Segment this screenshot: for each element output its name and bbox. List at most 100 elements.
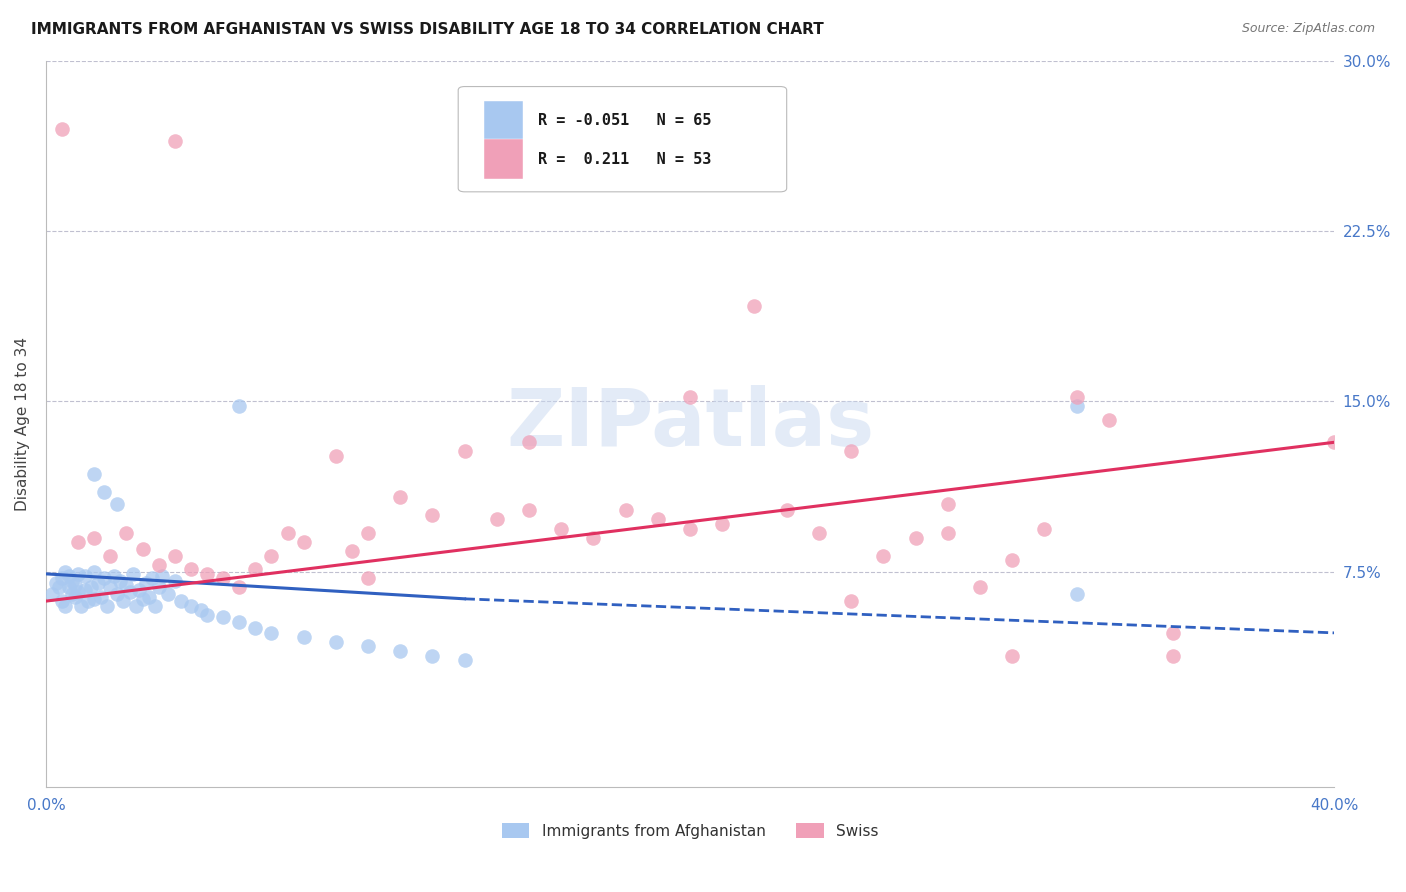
Point (195, 607, 218, 622)
Point (76, 594, 98, 608)
Point (1098, 412, 1121, 426)
Point (453, 444, 475, 458)
Point (744, 172, 766, 186)
Point (647, 512, 669, 526)
Point (148, 558, 170, 572)
Point (105, 587, 128, 601)
Point (58, 569, 80, 583)
Point (453, 653, 475, 667)
Point (112, 594, 135, 608)
Text: IMMIGRANTS FROM AFGHANISTAN VS SWISS DISABILITY AGE 18 TO 34 CORRELATION CHART: IMMIGRANTS FROM AFGHANISTAN VS SWISS DIS… (31, 22, 824, 37)
Point (48, 581, 70, 595)
Point (51, 571, 73, 585)
Point (163, 549, 186, 563)
Point (485, 512, 508, 526)
Point (389, 490, 412, 504)
Point (138, 590, 160, 604)
Point (1001, 648, 1024, 663)
Text: R =  0.211   N = 53: R = 0.211 N = 53 (538, 152, 711, 167)
Point (1066, 587, 1088, 601)
FancyBboxPatch shape (458, 87, 787, 192)
Point (422, 648, 444, 663)
Point (357, 526, 380, 541)
Point (83, 565, 105, 579)
Point (51, 122, 73, 136)
Point (51, 594, 73, 608)
Point (807, 526, 830, 541)
Point (1001, 553, 1024, 567)
Point (679, 521, 702, 535)
Point (70, 599, 93, 613)
Point (744, 299, 766, 313)
Point (245, 621, 267, 635)
Point (180, 562, 202, 576)
Point (100, 549, 122, 563)
Point (228, 581, 250, 595)
Point (100, 581, 122, 595)
FancyBboxPatch shape (484, 139, 523, 179)
Point (73, 582, 96, 597)
Point (60, 574, 83, 588)
Y-axis label: Disability Age 18 to 34: Disability Age 18 to 34 (15, 337, 30, 511)
Point (83, 467, 105, 481)
Point (340, 544, 363, 558)
Point (67, 535, 90, 549)
Point (357, 571, 380, 585)
Point (190, 603, 212, 617)
Point (389, 644, 412, 658)
Legend: Immigrants from Afghanistan, Swiss: Immigrants from Afghanistan, Swiss (496, 817, 884, 845)
Point (195, 566, 218, 581)
Point (63, 578, 86, 592)
Point (45, 576, 67, 591)
Point (83, 591, 105, 606)
Point (67, 566, 90, 581)
Point (115, 526, 138, 541)
Point (679, 390, 702, 404)
Point (1161, 648, 1184, 663)
Point (86, 576, 108, 591)
Point (1033, 521, 1056, 535)
Point (180, 599, 202, 613)
Point (1161, 625, 1184, 640)
Point (614, 503, 637, 517)
Point (325, 635, 347, 649)
Point (93, 485, 115, 500)
Point (170, 594, 193, 608)
Point (96, 599, 118, 613)
Point (292, 535, 315, 549)
Point (711, 516, 734, 531)
Point (67, 585, 90, 599)
Point (776, 503, 799, 517)
Point (122, 566, 145, 581)
Point (53, 565, 76, 579)
Point (108, 574, 131, 588)
Point (157, 587, 180, 601)
Point (325, 449, 347, 463)
Text: Source: ZipAtlas.com: Source: ZipAtlas.com (1241, 22, 1375, 36)
Point (145, 599, 167, 613)
Point (276, 526, 298, 541)
Point (422, 508, 444, 522)
Point (228, 615, 250, 629)
Point (839, 594, 862, 608)
Point (83, 531, 105, 545)
Point (292, 631, 315, 645)
Point (115, 578, 138, 592)
Point (105, 497, 128, 511)
Point (53, 599, 76, 613)
Point (128, 582, 150, 597)
Point (969, 581, 991, 595)
Point (93, 571, 115, 585)
Point (103, 569, 125, 583)
Point (517, 435, 540, 450)
Point (131, 541, 153, 556)
Point (80, 581, 103, 595)
Point (212, 610, 235, 624)
FancyBboxPatch shape (484, 101, 523, 141)
Point (872, 549, 894, 563)
Point (163, 574, 186, 588)
Point (936, 497, 959, 511)
Point (1323, 435, 1346, 450)
Point (212, 571, 235, 585)
Point (90, 590, 112, 604)
